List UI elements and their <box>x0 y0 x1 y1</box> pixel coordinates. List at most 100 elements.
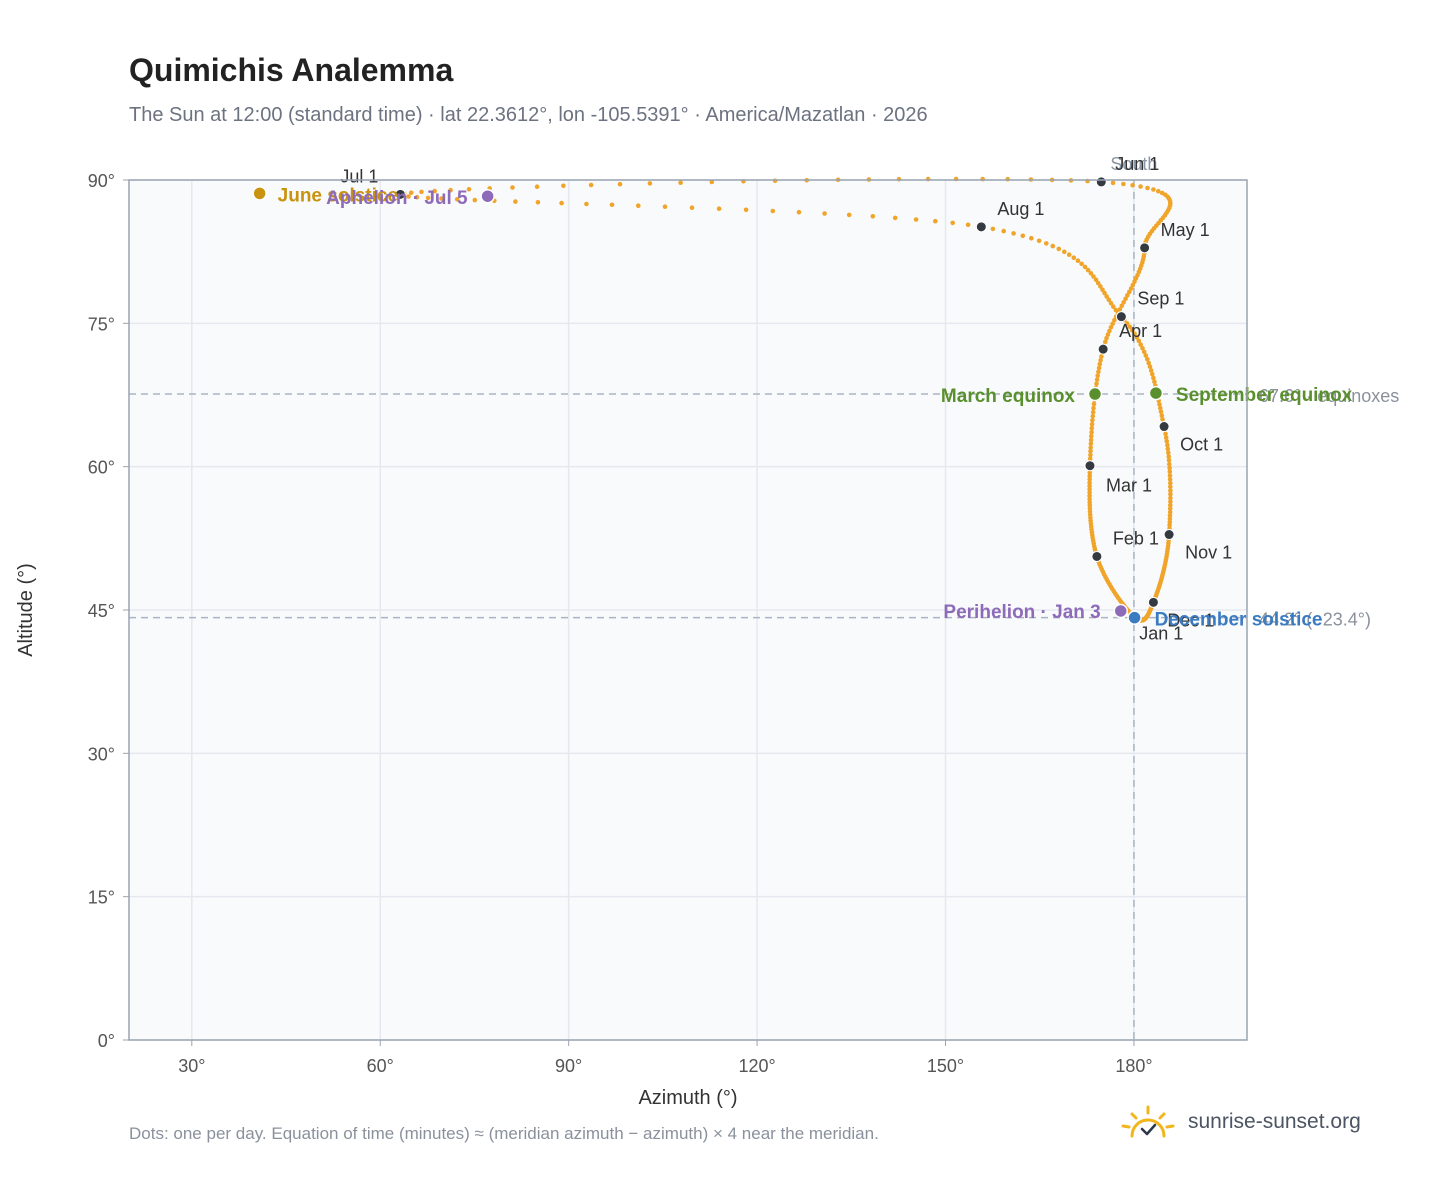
daily-sun-dot <box>1138 342 1143 347</box>
daily-sun-dot <box>408 190 414 196</box>
daily-sun-dot <box>636 203 641 208</box>
daily-sun-dot <box>414 194 420 200</box>
month-marker <box>1158 421 1170 433</box>
daily-sun-dot <box>647 181 653 186</box>
daily-sun-dot <box>1089 425 1095 431</box>
daily-sun-dot <box>1119 303 1125 309</box>
month-label: Sep 1 <box>1137 289 1184 309</box>
month-marker <box>1091 550 1103 562</box>
sun-logo-icon <box>1121 1105 1175 1138</box>
daily-sun-dot <box>1087 480 1092 486</box>
daily-sun-dot <box>1087 496 1092 502</box>
daily-sun-dot <box>432 188 438 194</box>
daily-sun-dot <box>1117 307 1123 312</box>
daily-sun-dot <box>1157 402 1162 407</box>
daily-sun-dot <box>1088 449 1093 454</box>
daily-sun-dot <box>1102 290 1107 296</box>
x-tick-label: 30° <box>178 1056 205 1076</box>
daily-sun-dot <box>1132 331 1137 337</box>
event-marker <box>1127 610 1142 625</box>
daily-sun-dot <box>1079 261 1084 267</box>
event-marker <box>480 188 495 204</box>
event-marker <box>1087 386 1103 402</box>
daily-sun-dot <box>1125 293 1130 298</box>
daily-sun-dot <box>1167 513 1173 518</box>
daily-sun-dot <box>1094 377 1100 383</box>
daily-sun-dot <box>510 185 515 190</box>
daily-sun-dot <box>1096 365 1102 371</box>
daily-sun-dot <box>1087 473 1092 479</box>
y-tick-label: 75° <box>88 314 115 334</box>
daily-sun-dot <box>709 179 715 185</box>
daily-sun-dot <box>1093 277 1099 283</box>
event-marker <box>252 186 267 201</box>
daily-sun-dot <box>689 205 695 210</box>
daily-sun-dot <box>1104 294 1109 299</box>
daily-sun-dot <box>1165 442 1170 448</box>
daily-sun-dot <box>772 178 778 184</box>
daily-sun-dot <box>1140 345 1145 351</box>
meridian-label: South <box>1110 154 1157 174</box>
daily-sun-dot <box>534 184 540 189</box>
daily-sun-dot <box>1087 470 1093 475</box>
daily-sun-dot <box>472 197 478 203</box>
daily-sun-dot <box>1066 252 1072 257</box>
daily-sun-dot <box>716 206 722 211</box>
daily-sun-dot <box>1165 446 1171 452</box>
daily-sun-dot <box>1138 184 1143 189</box>
x-tick-label: 180° <box>1115 1056 1152 1076</box>
daily-sun-dot <box>1087 477 1092 482</box>
brand[interactable]: sunrise-sunset.org <box>1120 1104 1361 1140</box>
daily-sun-dot <box>822 211 827 216</box>
daily-sun-dot <box>1167 509 1173 515</box>
brand-name: sunrise-sunset.org <box>1188 1110 1361 1133</box>
daily-sun-dot <box>1147 364 1153 370</box>
reference-lines: South 67.6° · equinoxes 44.2° (−23.4°) <box>129 154 1399 1040</box>
daily-sun-dot <box>892 215 898 221</box>
daily-sun-dot <box>1167 477 1173 482</box>
daily-sun-dot <box>1020 233 1026 239</box>
month-marker <box>1147 596 1159 608</box>
daily-sun-dot <box>419 189 424 195</box>
daily-sun-dot <box>1095 280 1101 286</box>
daily-sun-dot <box>1062 249 1067 255</box>
daily-sun-dot <box>1167 469 1173 475</box>
daily-sun-dot <box>1168 495 1173 501</box>
month-marker <box>1163 529 1175 541</box>
daily-sun-dot <box>1168 484 1173 490</box>
daily-sun-dot <box>448 187 453 193</box>
daily-sun-dot <box>609 202 615 208</box>
daily-sun-dot <box>1087 483 1092 489</box>
daily-sun-dot <box>1141 349 1147 355</box>
event-label: December solstice <box>1155 610 1323 631</box>
daily-sun-dot <box>1104 335 1109 341</box>
daily-sun-dot <box>1088 437 1094 443</box>
month-label: Mar 1 <box>1106 476 1152 496</box>
event-label: Perihelion · Jan 3 <box>943 602 1100 623</box>
daily-sun-dot <box>1111 304 1116 309</box>
event-label: March equinox <box>941 386 1076 407</box>
daily-sun-dot <box>1087 493 1092 499</box>
month-markers: Jan 1 Feb 1 Mar 1 Apr 1 May 1 Jun 1 Jul 1 Aug 1… <box>340 154 1232 644</box>
chart-title: Quimichis Analemma <box>129 52 454 88</box>
daily-sun-dot <box>1166 458 1172 463</box>
month-label: Apr 1 <box>1119 321 1162 341</box>
daily-sun-dot <box>1143 353 1149 358</box>
daily-sun-dot <box>1005 176 1010 182</box>
daily-sun-dot <box>950 220 955 226</box>
daily-sun-dot <box>1163 431 1168 437</box>
month-marker <box>1139 242 1151 254</box>
daily-sun-dot <box>1160 416 1165 422</box>
daily-sun-dot <box>425 195 431 201</box>
daily-sun-dot <box>1127 324 1133 330</box>
daily-sun-dot <box>1088 452 1093 458</box>
daily-sun-dot <box>933 218 938 224</box>
daily-sun-dot <box>561 183 566 189</box>
daily-sun-dot <box>1075 258 1081 264</box>
daily-sun-dot <box>1110 321 1115 327</box>
daily-sun-dot <box>1167 473 1173 478</box>
daily-sun-dot <box>1089 433 1094 439</box>
daily-sun-dot <box>1096 369 1101 375</box>
daily-sun-dot <box>1148 368 1154 373</box>
daily-sun-dot <box>1091 405 1096 411</box>
